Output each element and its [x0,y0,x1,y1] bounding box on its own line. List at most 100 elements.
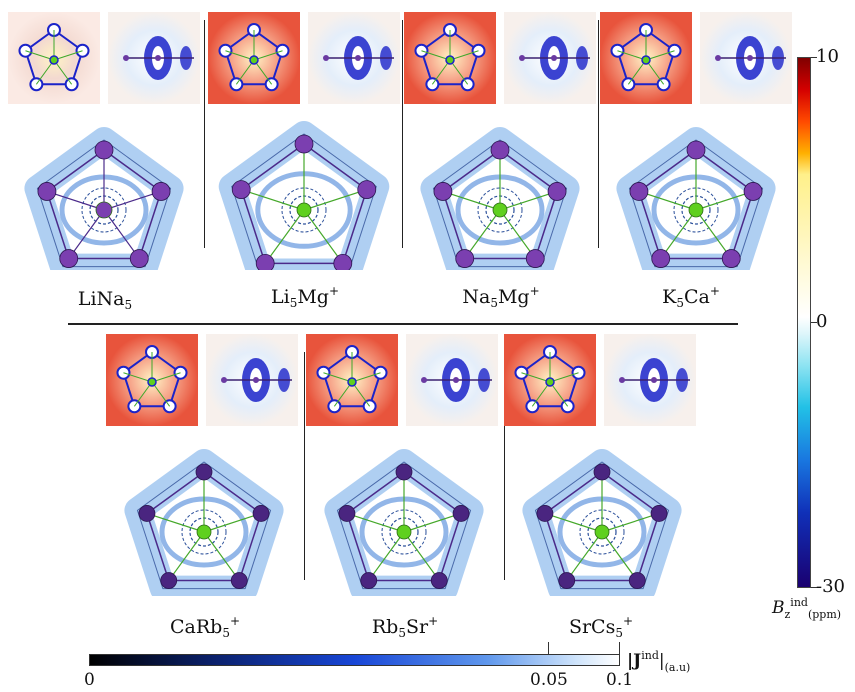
ring-bond [146,471,205,515]
title-sup: ind [641,649,659,662]
formula-sub: 5 [222,626,230,640]
center-bond [442,190,501,211]
current-density-plot [522,449,682,596]
ring-bond [103,149,162,193]
center-atom [492,202,508,218]
formula-rest: Mg [497,286,530,308]
ring-bond [730,191,754,259]
bz-map-top-view [404,12,496,104]
center-atom [196,524,212,540]
ring-atom [37,182,57,201]
ring-bond [638,149,697,193]
molecule-panel-na5mg [404,12,596,270]
molecule-panel-srcs5 [504,334,700,596]
bz-map-side-view [406,334,498,426]
current-density-plot [24,127,184,270]
ring-atom [252,505,270,522]
bz-map-side-view [206,334,298,426]
ring-bond [46,149,105,193]
colorbar-tick [811,322,817,323]
title-unit: (ppm) [807,608,842,621]
bz-map-top-view [600,12,692,104]
ring-atom [151,182,171,201]
ring-bond [544,471,603,515]
molecule-figure [106,334,298,596]
ring-atom [558,572,576,589]
ring-atom [294,134,314,154]
bz-map-side-view [700,12,792,104]
molecule-figure [404,12,596,270]
ring-bond [636,513,660,581]
center-bond [601,512,660,533]
colorbar-tick [619,642,620,654]
molecule-label: Rb5Sr+ [340,614,470,640]
ring-atom [547,182,567,201]
ring-atom [686,140,706,160]
ring-bond [442,191,466,259]
molecule-panel-rb5sr [306,334,502,596]
formula-main: SrCs [568,616,616,638]
center-atom [594,524,610,540]
ring-bond [203,471,262,515]
ring-atom [651,249,671,268]
molecule-label: LiNa5 [40,288,170,312]
divider [598,20,599,248]
current-density-plot [124,449,284,596]
ring-bond [342,189,368,264]
ring-bond [601,471,660,515]
molecule-label: K5Ca+ [626,284,756,310]
bz-map-top-view [504,334,596,426]
current-density-plot [420,127,580,270]
ring-bond [138,191,162,259]
formula-sub: 5 [124,298,133,312]
center-bond [403,512,462,533]
ring-bond [499,149,558,193]
center-bond [168,531,205,581]
title-main: B [772,598,785,618]
center-bond [303,189,367,211]
center-bond [346,512,405,533]
ring-atom [455,249,475,268]
center-bond [68,209,105,259]
ring-atom [129,249,149,268]
center-bond [464,209,501,259]
molecule-figure [306,334,498,596]
ring-atom [525,249,545,268]
title-close: | [658,651,665,671]
center-bond [499,190,558,211]
molecule-figure [8,12,200,270]
ring-bond [695,149,754,193]
ring-bond [240,143,305,191]
colorbar-tick [811,587,817,588]
colorbar-tick-label-0: 0 [84,670,95,690]
center-bond [499,209,536,259]
bz-map-side-view [308,12,400,104]
center-bond [103,209,140,259]
formula-rest: Ca [683,286,710,308]
center-bond [203,512,262,533]
current-density-plot [218,121,390,270]
title-sub: z [784,608,791,621]
bz-colorbar [797,57,811,588]
ring-atom [138,505,156,522]
formula-charge: + [709,284,720,298]
center-bond [46,190,105,211]
ring-bond [442,149,501,193]
bz-map-side-view [504,12,596,104]
center-bond [544,512,603,533]
formula-main: LiNa [77,288,125,310]
ring-atom [255,253,275,270]
ring-atom [59,249,79,268]
center-atom [296,202,312,218]
formula-charge: + [529,284,540,298]
center-bond [695,190,754,211]
divider [304,352,305,580]
ring-bond [346,471,405,515]
ring-atom [395,463,413,481]
ring-atom [452,505,470,522]
formula-charge: + [622,614,634,628]
formula-main: CaRb [169,616,223,638]
formula-sub: 5 [289,296,298,310]
center-bond [638,190,697,211]
molecule-panel-linas [8,12,200,270]
